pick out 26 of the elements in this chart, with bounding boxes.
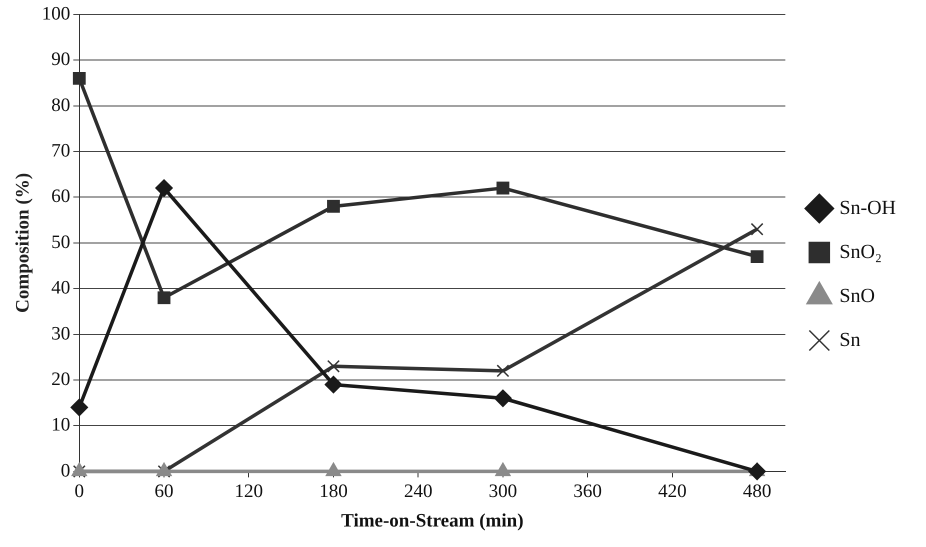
y-tick-label: 30 [51, 323, 70, 344]
x-tick-label: 360 [573, 480, 602, 502]
x-tick-label: 120 [234, 480, 263, 502]
y-axis-title: Composition (%) [12, 172, 34, 313]
x-tick-label: 480 [742, 480, 772, 502]
x-tick-label: 0 [74, 480, 84, 502]
y-tick-label: 50 [51, 232, 70, 253]
y-tick-label: 20 [51, 368, 70, 390]
legend-label: SnO₂ [839, 240, 882, 263]
y-tick-label: 80 [51, 94, 70, 116]
y-tick-label: 10 [51, 414, 70, 436]
legend-label: Sn-OH [839, 196, 896, 219]
x-tick-label: 60 [154, 480, 174, 502]
legend-label: Sn [839, 328, 860, 351]
y-tick-label: 100 [42, 3, 70, 24]
x-tick-label: 300 [488, 480, 518, 502]
x-tick-label: 240 [404, 480, 432, 502]
x-tick-label: 180 [319, 480, 348, 502]
y-tick-label: 60 [51, 186, 70, 208]
y-tick-label: 90 [51, 49, 70, 70]
x-tick-label: 420 [658, 480, 687, 502]
x-axis-title: Time-on-Stream (min) [341, 510, 524, 532]
y-tick-label: 70 [51, 140, 70, 162]
legend-label: SnO [839, 284, 875, 307]
y-tick-label: 40 [51, 278, 70, 299]
y-tick-label: 0 [60, 460, 70, 482]
